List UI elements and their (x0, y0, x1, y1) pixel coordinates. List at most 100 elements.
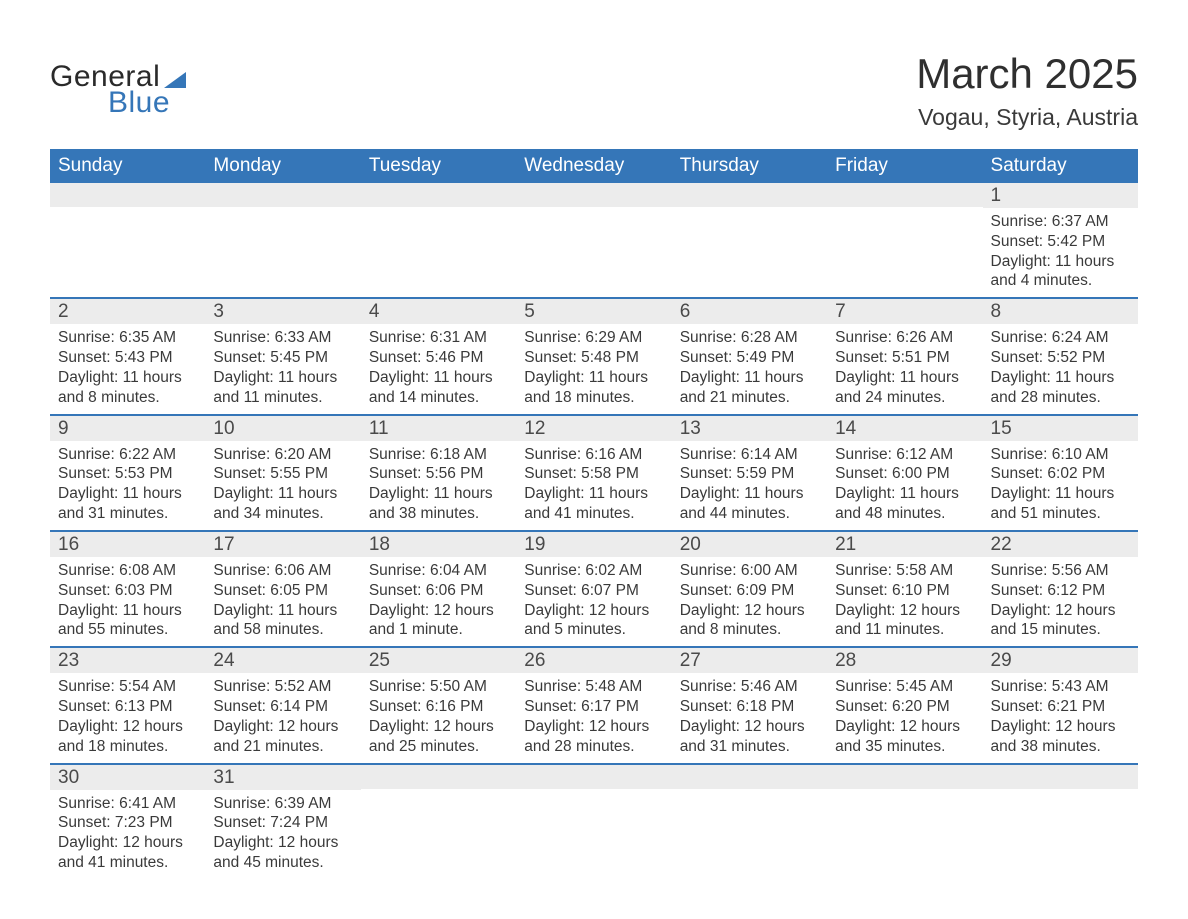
daylight-line: Daylight: 11 hours and 11 minutes. (213, 368, 352, 408)
day-details (827, 789, 982, 799)
calendar-cell (672, 764, 827, 879)
calendar-week-row: 2Sunrise: 6:35 AMSunset: 5:43 PMDaylight… (50, 298, 1138, 414)
sunrise-line: Sunrise: 6:29 AM (524, 328, 663, 348)
sunset-line: Sunset: 5:53 PM (58, 464, 197, 484)
sunrise-line: Sunrise: 5:58 AM (835, 561, 974, 581)
day-number: 12 (516, 416, 671, 441)
sunrise-line: Sunrise: 5:52 AM (213, 677, 352, 697)
sunset-line: Sunset: 6:07 PM (524, 581, 663, 601)
day-details: Sunrise: 6:24 AMSunset: 5:52 PMDaylight:… (983, 324, 1138, 413)
weekday-monday: Monday (205, 149, 360, 183)
calendar-cell (361, 764, 516, 879)
calendar-cell: 3Sunrise: 6:33 AMSunset: 5:45 PMDaylight… (205, 298, 360, 414)
calendar-cell (827, 183, 982, 298)
sunset-line: Sunset: 6:03 PM (58, 581, 197, 601)
calendar-week-row: 23Sunrise: 5:54 AMSunset: 6:13 PMDayligh… (50, 647, 1138, 763)
daylight-line: Daylight: 11 hours and 8 minutes. (58, 368, 197, 408)
day-details: Sunrise: 6:16 AMSunset: 5:58 PMDaylight:… (516, 441, 671, 530)
day-number (361, 183, 516, 207)
day-number (672, 765, 827, 789)
calendar-cell: 23Sunrise: 5:54 AMSunset: 6:13 PMDayligh… (50, 647, 205, 763)
day-details: Sunrise: 6:14 AMSunset: 5:59 PMDaylight:… (672, 441, 827, 530)
calendar-cell: 17Sunrise: 6:06 AMSunset: 6:05 PMDayligh… (205, 531, 360, 647)
day-number: 22 (983, 532, 1138, 557)
day-number (983, 765, 1138, 789)
daylight-line: Daylight: 12 hours and 35 minutes. (835, 717, 974, 757)
day-number: 29 (983, 648, 1138, 673)
day-number: 18 (361, 532, 516, 557)
sunset-line: Sunset: 5:58 PM (524, 464, 663, 484)
sunset-line: Sunset: 5:42 PM (991, 232, 1130, 252)
day-details (672, 789, 827, 799)
sunrise-line: Sunrise: 6:08 AM (58, 561, 197, 581)
day-number (516, 765, 671, 789)
location-subtitle: Vogau, Styria, Austria (916, 104, 1138, 131)
calendar-cell: 25Sunrise: 5:50 AMSunset: 6:16 PMDayligh… (361, 647, 516, 763)
sunset-line: Sunset: 5:46 PM (369, 348, 508, 368)
day-number: 30 (50, 765, 205, 790)
day-number: 25 (361, 648, 516, 673)
title-block: March 2025 Vogau, Styria, Austria (916, 50, 1138, 131)
daylight-line: Daylight: 12 hours and 1 minute. (369, 601, 508, 641)
calendar-cell (205, 183, 360, 298)
sunrise-line: Sunrise: 5:48 AM (524, 677, 663, 697)
sunset-line: Sunset: 5:48 PM (524, 348, 663, 368)
day-details: Sunrise: 6:31 AMSunset: 5:46 PMDaylight:… (361, 324, 516, 413)
calendar-cell (672, 183, 827, 298)
daylight-line: Daylight: 11 hours and 38 minutes. (369, 484, 508, 524)
page-header: General Blue March 2025 Vogau, Styria, A… (50, 50, 1138, 131)
daylight-line: Daylight: 12 hours and 5 minutes. (524, 601, 663, 641)
calendar-cell (983, 764, 1138, 879)
day-details: Sunrise: 5:46 AMSunset: 6:18 PMDaylight:… (672, 673, 827, 762)
sunset-line: Sunset: 5:55 PM (213, 464, 352, 484)
weekday-sunday: Sunday (50, 149, 205, 183)
calendar-cell: 20Sunrise: 6:00 AMSunset: 6:09 PMDayligh… (672, 531, 827, 647)
sunset-line: Sunset: 5:56 PM (369, 464, 508, 484)
day-details (672, 207, 827, 217)
day-number (50, 183, 205, 207)
daylight-line: Daylight: 11 hours and 28 minutes. (991, 368, 1130, 408)
day-number: 21 (827, 532, 982, 557)
daylight-line: Daylight: 12 hours and 28 minutes. (524, 717, 663, 757)
calendar-cell: 27Sunrise: 5:46 AMSunset: 6:18 PMDayligh… (672, 647, 827, 763)
calendar-cell (516, 183, 671, 298)
sunset-line: Sunset: 5:49 PM (680, 348, 819, 368)
day-number: 11 (361, 416, 516, 441)
sunrise-line: Sunrise: 5:46 AM (680, 677, 819, 697)
day-details: Sunrise: 5:54 AMSunset: 6:13 PMDaylight:… (50, 673, 205, 762)
day-details: Sunrise: 5:43 AMSunset: 6:21 PMDaylight:… (983, 673, 1138, 762)
daylight-line: Daylight: 11 hours and 44 minutes. (680, 484, 819, 524)
calendar-cell: 8Sunrise: 6:24 AMSunset: 5:52 PMDaylight… (983, 298, 1138, 414)
daylight-line: Daylight: 12 hours and 31 minutes. (680, 717, 819, 757)
sunrise-line: Sunrise: 6:22 AM (58, 445, 197, 465)
day-details: Sunrise: 5:52 AMSunset: 6:14 PMDaylight:… (205, 673, 360, 762)
day-details (516, 207, 671, 217)
calendar-cell: 29Sunrise: 5:43 AMSunset: 6:21 PMDayligh… (983, 647, 1138, 763)
calendar-cell (827, 764, 982, 879)
calendar-cell: 7Sunrise: 6:26 AMSunset: 5:51 PMDaylight… (827, 298, 982, 414)
day-number (205, 183, 360, 207)
sunrise-line: Sunrise: 5:56 AM (991, 561, 1130, 581)
daylight-line: Daylight: 12 hours and 45 minutes. (213, 833, 352, 873)
calendar-cell: 30Sunrise: 6:41 AMSunset: 7:23 PMDayligh… (50, 764, 205, 879)
day-details: Sunrise: 6:18 AMSunset: 5:56 PMDaylight:… (361, 441, 516, 530)
sunset-line: Sunset: 6:14 PM (213, 697, 352, 717)
sunrise-line: Sunrise: 6:41 AM (58, 794, 197, 814)
day-number: 27 (672, 648, 827, 673)
calendar-week-row: 9Sunrise: 6:22 AMSunset: 5:53 PMDaylight… (50, 415, 1138, 531)
weekday-tuesday: Tuesday (361, 149, 516, 183)
day-number: 26 (516, 648, 671, 673)
calendar-cell: 26Sunrise: 5:48 AMSunset: 6:17 PMDayligh… (516, 647, 671, 763)
daylight-line: Daylight: 11 hours and 24 minutes. (835, 368, 974, 408)
calendar-cell: 6Sunrise: 6:28 AMSunset: 5:49 PMDaylight… (672, 298, 827, 414)
day-details (516, 789, 671, 799)
sunset-line: Sunset: 5:45 PM (213, 348, 352, 368)
sunrise-line: Sunrise: 6:39 AM (213, 794, 352, 814)
day-details: Sunrise: 6:06 AMSunset: 6:05 PMDaylight:… (205, 557, 360, 646)
day-details (361, 207, 516, 217)
calendar-cell: 1Sunrise: 6:37 AMSunset: 5:42 PMDaylight… (983, 183, 1138, 298)
sunset-line: Sunset: 6:09 PM (680, 581, 819, 601)
sunset-line: Sunset: 6:18 PM (680, 697, 819, 717)
sunrise-line: Sunrise: 6:28 AM (680, 328, 819, 348)
day-details: Sunrise: 6:00 AMSunset: 6:09 PMDaylight:… (672, 557, 827, 646)
